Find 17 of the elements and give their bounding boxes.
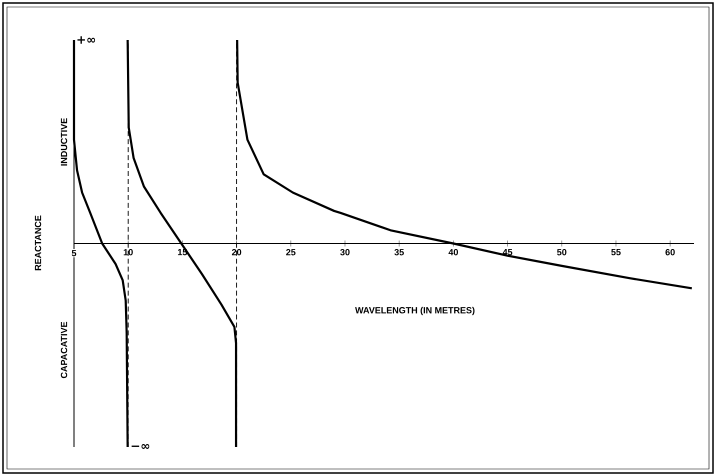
x-tick-label: 5	[72, 250, 76, 256]
annotation: +∞	[77, 36, 96, 44]
x-tick-label: 10	[124, 249, 133, 256]
x-tick-label: 30	[340, 249, 350, 256]
x-tick-label: 45	[502, 249, 512, 256]
x-axis-title: WAVELENGTH (IN METRES)	[355, 306, 475, 316]
y-axis-title: REACTANCE	[34, 216, 42, 270]
x-tick-label: 50	[557, 249, 566, 256]
text: INDUCTIVE	[60, 118, 68, 166]
x-tick-label: 40	[448, 249, 458, 256]
x-tick-label: 35	[394, 249, 404, 256]
x-tick-label: 55	[611, 249, 621, 256]
x-tick-label: 60	[666, 249, 675, 256]
annotation: −∞	[132, 444, 150, 449]
text: CAPACATIVE	[60, 322, 68, 378]
x-tick-label: 25	[286, 249, 296, 256]
x-tick-label: 20	[232, 249, 242, 256]
